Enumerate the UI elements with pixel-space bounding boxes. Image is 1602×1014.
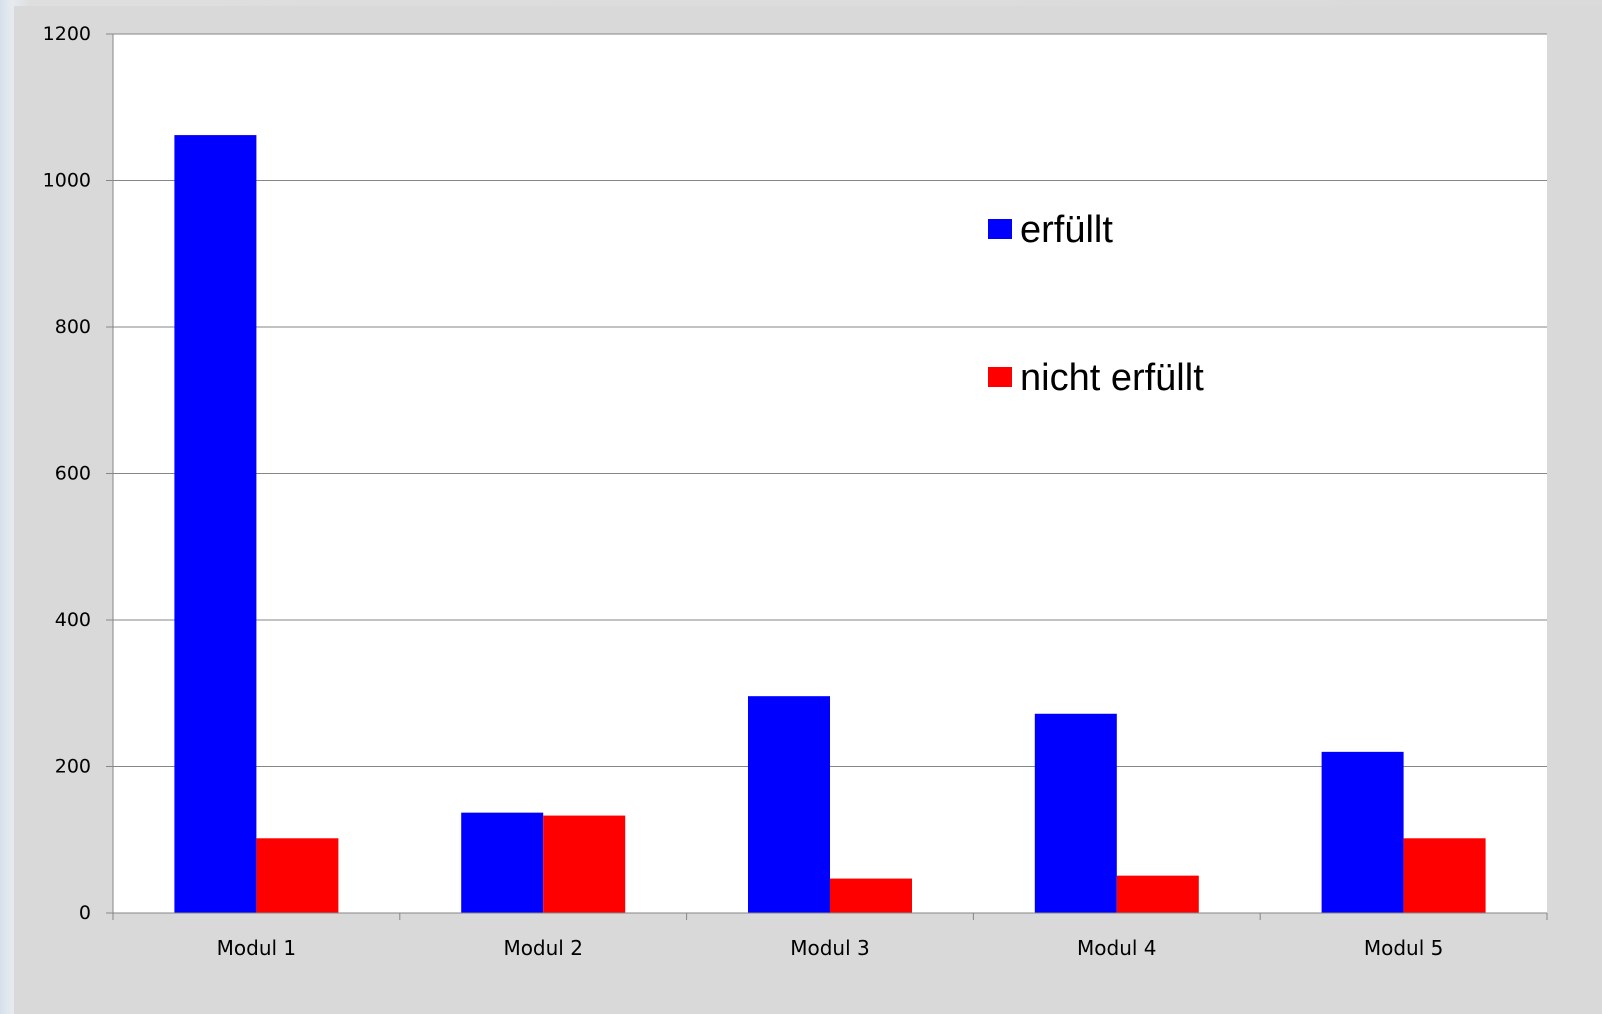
x-tick-label: Modul 3 bbox=[790, 936, 870, 960]
bar bbox=[1034, 713, 1117, 913]
axes bbox=[112, 34, 1548, 920]
y-tick-label: 800 bbox=[55, 316, 91, 338]
legend: erfüllt nicht erfüllt bbox=[988, 209, 1204, 399]
bar bbox=[174, 135, 257, 913]
x-tick-label: Modul 5 bbox=[1364, 936, 1444, 960]
x-axis-tick-labels: Modul 1 Modul 2 Modul 3 Modul 4 Modul 5 bbox=[217, 936, 1444, 960]
y-tick-label: 1000 bbox=[43, 170, 91, 192]
y-tick-label: 600 bbox=[55, 463, 91, 485]
y-axis-tick-labels: 0 200 400 600 800 1000 1200 bbox=[43, 23, 91, 924]
bar bbox=[1321, 751, 1404, 913]
bar bbox=[256, 838, 339, 913]
y-tick-label: 1200 bbox=[43, 23, 91, 45]
legend-label-nicht-erfuellt: nicht erfüllt bbox=[1020, 357, 1204, 399]
bars bbox=[174, 135, 1486, 913]
bar bbox=[543, 815, 626, 913]
bar bbox=[1116, 875, 1199, 913]
bar bbox=[830, 878, 912, 913]
legend-swatch-nicht-erfuellt bbox=[988, 367, 1012, 387]
x-tick-label: Modul 2 bbox=[503, 936, 583, 960]
y-tick-label: 0 bbox=[79, 902, 91, 924]
gridlines bbox=[106, 33, 1547, 914]
bar bbox=[1403, 838, 1486, 913]
x-tick-label: Modul 1 bbox=[217, 936, 297, 960]
bar bbox=[461, 812, 544, 913]
legend-swatch-erfuellt bbox=[988, 219, 1012, 239]
bar bbox=[748, 696, 830, 913]
y-tick-label: 200 bbox=[55, 756, 91, 778]
x-tick-label: Modul 4 bbox=[1077, 936, 1157, 960]
legend-label-erfuellt: erfüllt bbox=[1020, 209, 1113, 251]
y-tick-label: 400 bbox=[55, 609, 91, 631]
